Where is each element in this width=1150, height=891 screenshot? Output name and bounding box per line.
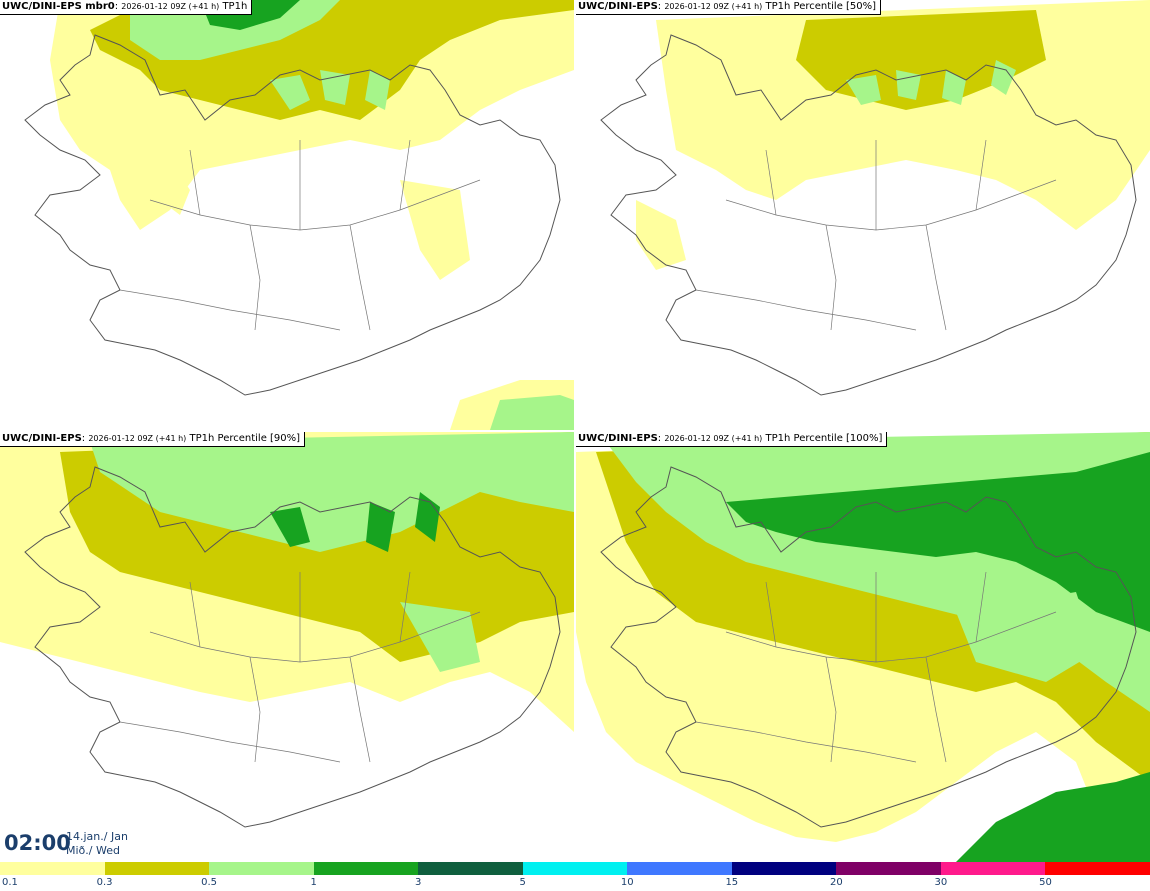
field-name: TP1h Percentile [100%] [765,433,883,444]
panel-title: UWC/DINI-EPS mbr0: 2026-01-12 09Z (+41 h… [0,0,253,15]
legend-tick-label: 20 [829,877,843,888]
valid-date: 14.jan./ Jan Mið./ Wed [66,830,128,858]
color-legend: 0.1 0.3 0.5 1 3 5 10 15 20 30 50 [0,862,1150,891]
legend-tick-label: 30 [934,877,948,888]
legend-tick-label: 50 [1039,877,1052,888]
legend-tick-label: 1 [310,877,317,888]
valid-date-line1: 14.jan./ Jan [66,830,128,843]
panel-divider-horizontal [0,430,1150,432]
legend-swatch [313,862,419,875]
field-name: TP1h Percentile [50%] [765,1,877,12]
legend-swatch [836,862,941,875]
panel-title: UWC/DINI-EPS: 2026-01-12 09Z (+41 h) TP1… [576,432,888,447]
model-name: UWC/DINI-EPS mbr0 [2,1,115,12]
run-time: 2026-01-12 09Z (+41 h) [88,434,187,443]
model-name: UWC/DINI-EPS [2,433,82,444]
map-panel-mbr0: UWC/DINI-EPS mbr0: 2026-01-12 09Z (+41 h… [0,0,574,430]
legend-color-bar [0,862,1150,875]
legend-tick-label: 0.5 [201,877,218,888]
precip-map-p100 [576,432,1150,862]
legend-tick-label: 10 [620,877,634,888]
panel-title: UWC/DINI-EPS: 2026-01-12 09Z (+41 h) TP1… [576,0,882,15]
panel-title: UWC/DINI-EPS: 2026-01-12 09Z (+41 h) TP1… [0,432,306,447]
valid-date-line2: Mið./ Wed [66,844,120,857]
legend-swatch [522,862,628,875]
legend-swatch [418,862,523,875]
precip-map-mbr0 [24,0,574,430]
map-panel-p100: UWC/DINI-EPS: 2026-01-12 09Z (+41 h) TP1… [576,432,1150,862]
legend-swatch [104,862,210,875]
valid-time: 02:00 [4,831,71,855]
run-time: 2026-01-12 09Z (+41 h) [664,434,763,443]
model-name: UWC/DINI-EPS [578,433,658,444]
legend-swatch [940,862,1046,875]
precip-map-p50 [600,0,1150,396]
field-name: TP1h Percentile [90%] [189,433,301,444]
precip-map-p90 [0,432,574,828]
field-name: TP1h [222,1,248,12]
legend-swatch [731,862,837,875]
model-name: UWC/DINI-EPS [578,1,658,12]
legend-swatch [627,862,732,875]
legend-tick-label: 3 [414,877,422,888]
map-panel-p90: UWC/DINI-EPS: 2026-01-12 09Z (+41 h) TP1… [0,432,574,862]
legend-swatch [209,862,314,875]
run-time: 2026-01-12 09Z (+41 h) [664,2,763,11]
valid-time-box: 02:00 14.jan./ Jan Mið./ Wed [0,825,136,861]
legend-tick-label: 0.3 [96,877,113,888]
legend-swatch [1045,862,1150,875]
run-time: 2026-01-12 09Z (+41 h) [121,2,220,11]
legend-tick-label: 5 [519,877,526,888]
map-panel-p50: UWC/DINI-EPS: 2026-01-12 09Z (+41 h) TP1… [576,0,1150,430]
legend-tick-label: 15 [725,877,739,888]
legend-swatch [0,862,105,875]
legend-tick-label: 0.1 [2,877,18,888]
